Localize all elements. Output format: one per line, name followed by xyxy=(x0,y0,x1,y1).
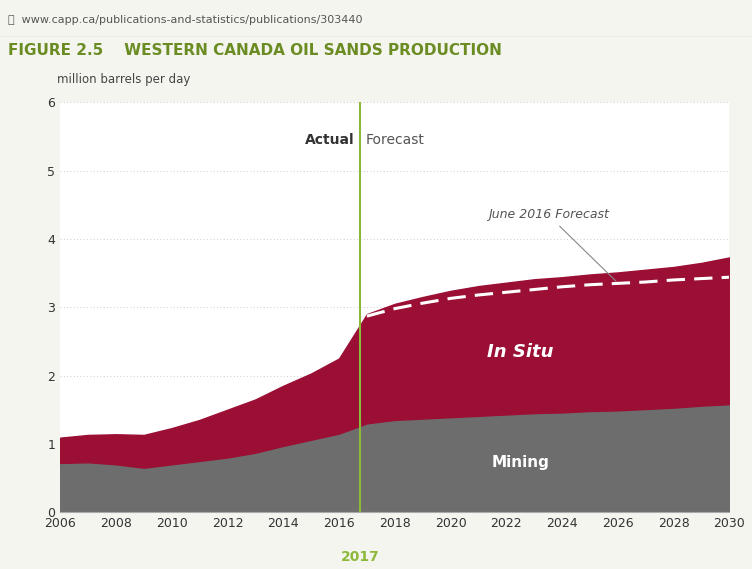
Text: Actual: Actual xyxy=(305,133,354,147)
Text: June 2016 Forecast: June 2016 Forecast xyxy=(488,208,616,281)
Text: million barrels per day: million barrels per day xyxy=(57,73,190,86)
Text: Mining: Mining xyxy=(491,455,549,471)
Text: ⓘ  www.capp.ca/publications-and-statistics/publications/303440: ⓘ www.capp.ca/publications-and-statistic… xyxy=(8,15,362,26)
Text: 2017: 2017 xyxy=(341,550,379,564)
Text: FIGURE 2.5    WESTERN CANADA OIL SANDS PRODUCTION: FIGURE 2.5 WESTERN CANADA OIL SANDS PROD… xyxy=(8,43,502,57)
Text: Forecast: Forecast xyxy=(365,133,424,147)
Text: In Situ: In Situ xyxy=(487,343,553,361)
